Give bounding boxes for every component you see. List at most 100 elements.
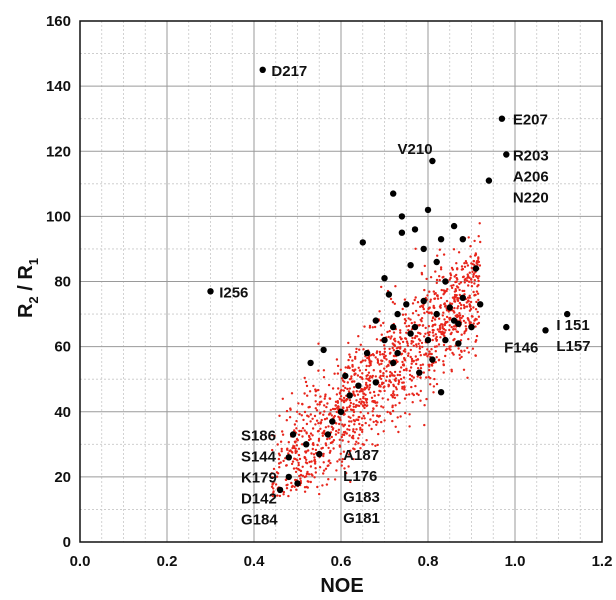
simulated-point — [455, 315, 459, 319]
simulated-point — [376, 401, 379, 404]
simulated-point — [357, 366, 360, 369]
simulated-point — [428, 365, 431, 368]
simulated-point — [421, 363, 425, 366]
simulated-point — [355, 350, 358, 354]
simulated-point — [370, 427, 373, 431]
simulated-point — [421, 324, 424, 327]
simulated-point — [365, 364, 368, 368]
simulated-point — [282, 493, 285, 496]
y-tick-label: 140 — [46, 78, 71, 95]
simulated-point — [430, 319, 434, 322]
simulated-point — [385, 358, 388, 361]
simulated-point — [358, 400, 361, 404]
simulated-point — [400, 366, 403, 369]
simulated-point — [463, 265, 467, 268]
simulated-point — [389, 412, 392, 416]
simulated-point — [410, 379, 413, 382]
simulated-point — [476, 277, 480, 280]
simulated-point — [435, 356, 438, 359]
simulated-point — [380, 362, 383, 365]
simulated-point — [355, 390, 358, 393]
simulated-point — [313, 462, 317, 465]
simulated-point — [414, 384, 417, 388]
simulated-point — [274, 483, 278, 486]
simulated-point — [439, 266, 443, 269]
simulated-point — [458, 312, 461, 315]
simulated-point — [325, 417, 329, 420]
simulated-point — [414, 296, 417, 299]
x-tick-labels: 0.0 0.2 0.4 0.6 0.8 1.0 1.2 — [70, 553, 613, 570]
simulated-point — [357, 415, 360, 419]
simulated-point — [369, 360, 372, 363]
simulated-point — [382, 406, 385, 409]
simulated-point — [389, 297, 393, 301]
simulated-point — [324, 393, 327, 396]
simulated-point — [296, 459, 299, 462]
simulated-point — [435, 335, 438, 339]
simulated-point — [343, 433, 346, 437]
simulated-point — [424, 332, 427, 335]
simulated-point — [361, 359, 365, 362]
simulated-point — [454, 295, 457, 298]
simulated-point — [294, 451, 297, 455]
simulated-point — [351, 408, 354, 412]
simulated-point — [379, 339, 382, 342]
simulated-point — [466, 376, 469, 379]
simulated-point — [361, 390, 364, 393]
simulated-point — [319, 395, 322, 398]
simulated-point — [467, 280, 471, 283]
simulated-point — [438, 275, 441, 278]
simulated-point — [338, 438, 341, 441]
simulated-point — [314, 467, 317, 470]
simulated-point — [441, 325, 444, 328]
simulated-point — [428, 290, 431, 293]
simulated-point — [347, 390, 351, 393]
simulated-point — [453, 300, 457, 303]
simulated-point — [278, 494, 282, 498]
simulated-point — [311, 447, 314, 451]
simulated-point — [327, 383, 331, 387]
y-tick-label: 120 — [46, 143, 71, 160]
simulated-point — [445, 315, 449, 319]
simulated-point — [330, 414, 333, 417]
simulated-point — [277, 462, 281, 465]
simulated-point — [292, 467, 296, 470]
simulated-point — [358, 369, 362, 372]
simulated-point — [403, 298, 407, 301]
simulated-point — [473, 282, 476, 285]
simulated-point — [301, 435, 304, 438]
simulated-point — [366, 412, 370, 415]
simulated-point — [435, 339, 438, 342]
simulated-point — [440, 288, 443, 292]
measured-point — [411, 323, 419, 331]
simulated-point — [294, 457, 297, 461]
annotation-line: A206 — [513, 169, 549, 186]
simulated-point — [450, 266, 454, 270]
simulated-point — [369, 391, 372, 394]
simulated-point — [411, 302, 415, 305]
simulated-point — [385, 365, 388, 368]
simulated-point — [434, 361, 437, 364]
annotation-line: N220 — [513, 190, 549, 207]
simulated-point — [317, 439, 321, 442]
simulated-point — [359, 402, 363, 405]
simulated-point — [470, 281, 473, 284]
simulated-point — [405, 331, 408, 334]
simulated-point — [428, 306, 431, 309]
simulated-point — [276, 472, 280, 475]
annotation-line: V210 — [398, 141, 433, 158]
simulated-point — [322, 413, 325, 416]
simulated-point — [420, 341, 424, 345]
simulated-point — [337, 415, 340, 418]
simulated-point — [399, 345, 402, 349]
measured-point — [429, 157, 436, 165]
y-tick-label: 0 — [63, 534, 71, 551]
simulated-point — [334, 400, 338, 403]
measured-point — [459, 294, 466, 301]
simulated-point — [322, 469, 326, 472]
simulated-point — [424, 353, 427, 356]
measured-point — [285, 473, 292, 481]
simulated-point — [460, 316, 463, 320]
simulated-point — [362, 348, 365, 351]
simulated-point — [407, 324, 411, 328]
